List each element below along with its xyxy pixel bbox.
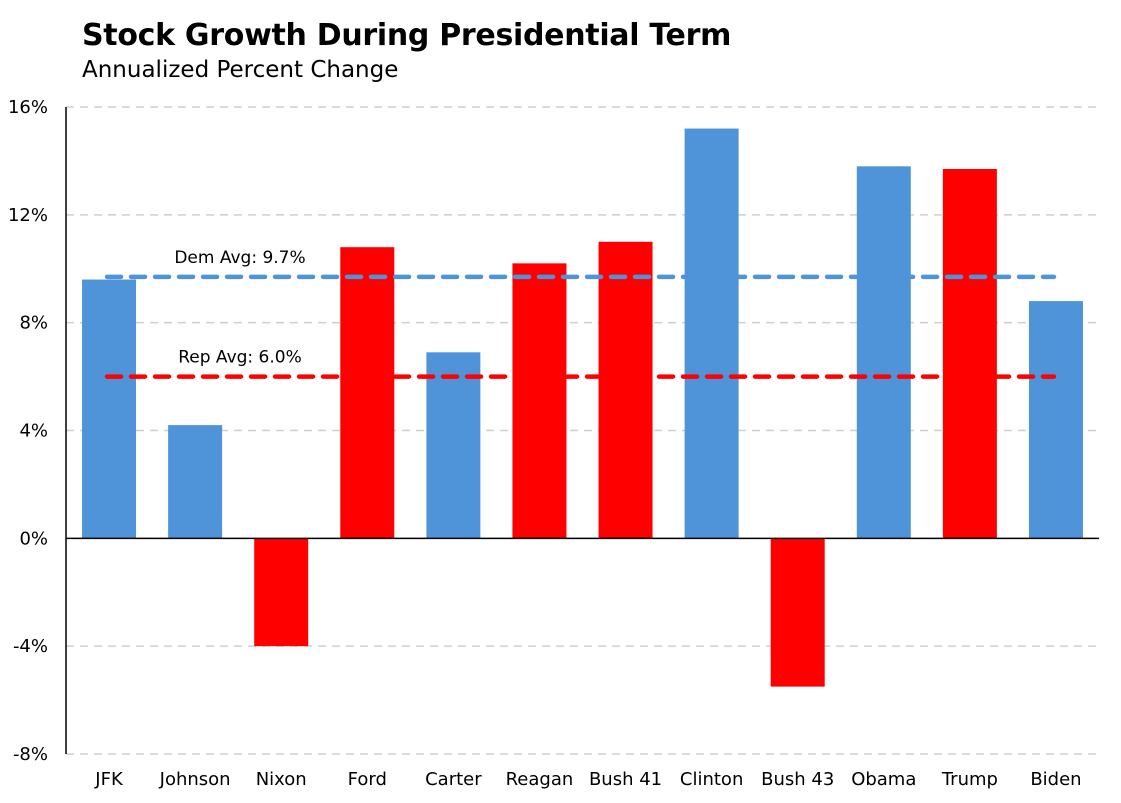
- bar-jfk: [82, 279, 137, 539]
- bar-bush-41: [598, 241, 653, 539]
- bar-johnson: [168, 425, 223, 539]
- x-tick-label: Carter: [425, 769, 482, 790]
- y-tick-label: 16%: [8, 97, 48, 118]
- y-tick-label: 4%: [19, 421, 48, 442]
- y-tick-labels: 16% 12% 8% 4% 0% -4% -8%: [8, 97, 48, 765]
- reference-lines: Dem Avg: 9.7% Rep Avg: 6.0%: [104, 248, 1057, 379]
- y-tick-label: -8%: [13, 744, 48, 765]
- x-tick-label: Nixon: [256, 769, 307, 790]
- ref-line-label: Dem Avg: 9.7%: [174, 248, 305, 268]
- grid-lines: [66, 106, 1099, 755]
- x-tick-label: JFK: [94, 769, 124, 790]
- x-tick-label: Bush 41: [589, 769, 662, 790]
- x-tick-label: Obama: [851, 769, 916, 790]
- bar-nixon: [254, 538, 309, 647]
- chart-title: Stock Growth During Presidential Term: [82, 18, 732, 53]
- x-tick-label: Bush 43: [761, 769, 834, 790]
- bar-obama: [856, 166, 911, 539]
- bars: [82, 128, 1083, 687]
- x-tick-label: Reagan: [506, 769, 574, 790]
- bar-ford: [340, 247, 395, 539]
- y-tick-label: 8%: [19, 313, 48, 334]
- bar-reagan: [512, 263, 567, 539]
- x-tick-label: Johnson: [159, 769, 231, 790]
- x-tick-label: Trump: [941, 769, 998, 790]
- x-tick-labels: JFK Johnson Nixon Ford Carter Reagan Bush 41 Cl…: [94, 769, 1081, 790]
- y-tick-label: 12%: [8, 205, 48, 226]
- x-tick-label: Biden: [1030, 769, 1081, 790]
- bar-carter: [426, 352, 481, 539]
- axes: [65, 107, 1099, 754]
- y-tick-label: -4%: [13, 636, 48, 657]
- bar-trump: [942, 169, 997, 539]
- bar-clinton: [684, 128, 739, 539]
- x-tick-label: Clinton: [680, 769, 743, 790]
- ref-line-label: Rep Avg: 6.0%: [178, 348, 302, 368]
- bar-bush-43: [770, 538, 825, 687]
- chart-subtitle: Annualized Percent Change: [82, 57, 399, 83]
- y-tick-label: 0%: [19, 528, 48, 549]
- bar-biden: [1028, 301, 1083, 539]
- x-tick-label: Ford: [348, 769, 387, 790]
